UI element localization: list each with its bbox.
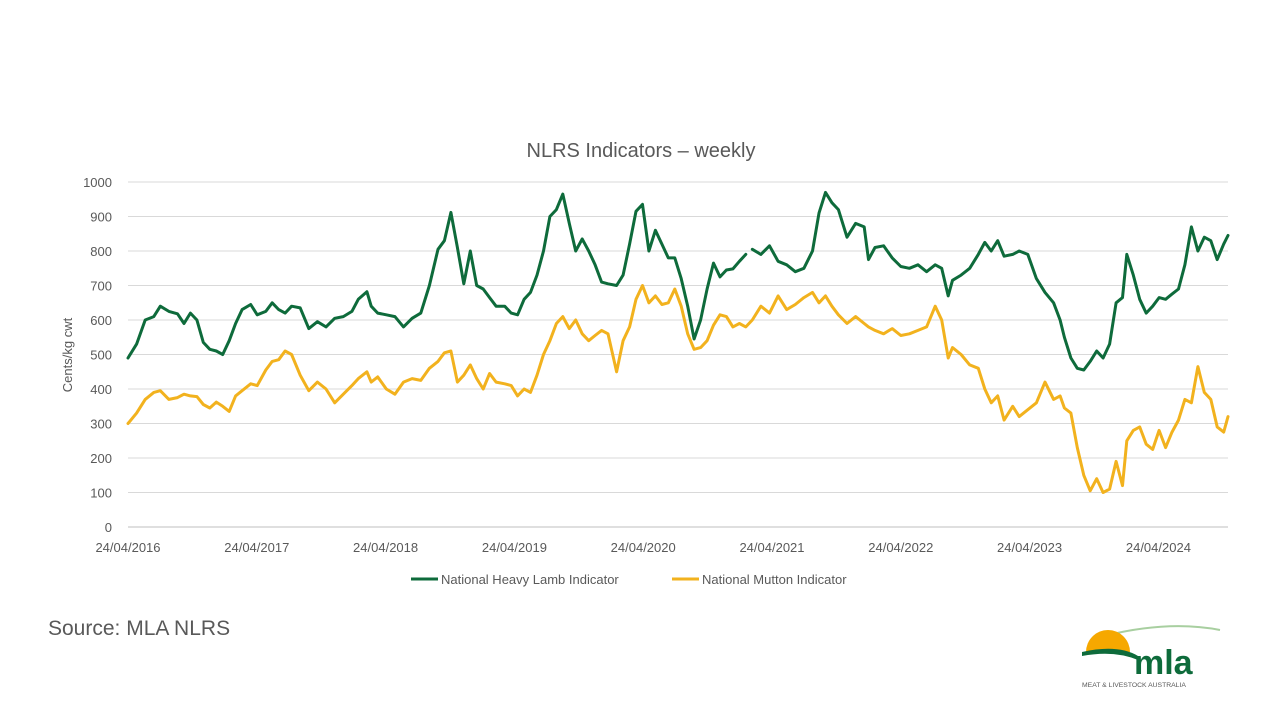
series-line-heavy-lamb: [126, 192, 748, 360]
x-tick-label: 24/04/2024: [1126, 540, 1191, 555]
y-tick-label: 100: [90, 486, 112, 501]
logo-wordmark: mla: [1134, 644, 1194, 682]
y-tick-label: 800: [90, 244, 112, 259]
series-lines: [126, 190, 1230, 494]
series-line-mutton: [126, 284, 1230, 494]
x-tick-label: 24/04/2021: [739, 540, 804, 555]
logo-arc-icon: [1103, 625, 1221, 637]
x-tick-label: 24/04/2016: [95, 540, 160, 555]
x-tick-label: 24/04/2022: [868, 540, 933, 555]
y-tick-label: 400: [90, 382, 112, 397]
series-line-heavy-lamb: [750, 190, 1230, 372]
legend-label: National Mutton Indicator: [702, 572, 847, 587]
source-note: Source: MLA NLRS: [48, 617, 231, 640]
legend-entry: National Mutton Indicator: [672, 572, 847, 587]
y-tick-label: 1000: [83, 175, 112, 190]
x-tick-label: 24/04/2017: [224, 540, 289, 555]
y-tick-label: 200: [90, 451, 112, 466]
y-axis-title: Cents/kg cwt: [60, 317, 75, 392]
logo-sun-icon: [1086, 630, 1130, 652]
y-tick-label: 300: [90, 417, 112, 432]
y-tick-label: 0: [105, 520, 112, 535]
legend: National Heavy Lamb Indicator National Mu…: [411, 572, 847, 587]
logo-tagline: MEAT & LIVESTOCK AUSTRALIA: [1082, 682, 1186, 689]
y-tick-label: 600: [90, 313, 112, 328]
x-tick-label: 24/04/2023: [997, 540, 1062, 555]
x-tick-label: 24/04/2019: [482, 540, 547, 555]
legend-label: National Heavy Lamb Indicator: [441, 572, 619, 587]
legend-entry: National Heavy Lamb Indicator: [411, 572, 619, 587]
mla-logo: mla MEAT & LIVESTOCK AUSTRALIA: [1082, 625, 1221, 689]
chart-title: NLRS Indicators – weekly: [527, 140, 756, 162]
y-tick-label: 900: [90, 210, 112, 225]
y-axis-ticks: 0 100 200 300 400 500 600 700 800 900 1000: [83, 175, 112, 535]
x-tick-label: 24/04/2018: [353, 540, 418, 555]
x-axis-ticks: 24/04/2016 24/04/2017 24/04/2018 24/04/2019…: [95, 540, 1190, 555]
x-tick-label: 24/04/2020: [611, 540, 676, 555]
y-tick-label: 500: [90, 348, 112, 363]
logo-field-icon: [1082, 648, 1138, 660]
y-tick-label: 700: [90, 279, 112, 294]
